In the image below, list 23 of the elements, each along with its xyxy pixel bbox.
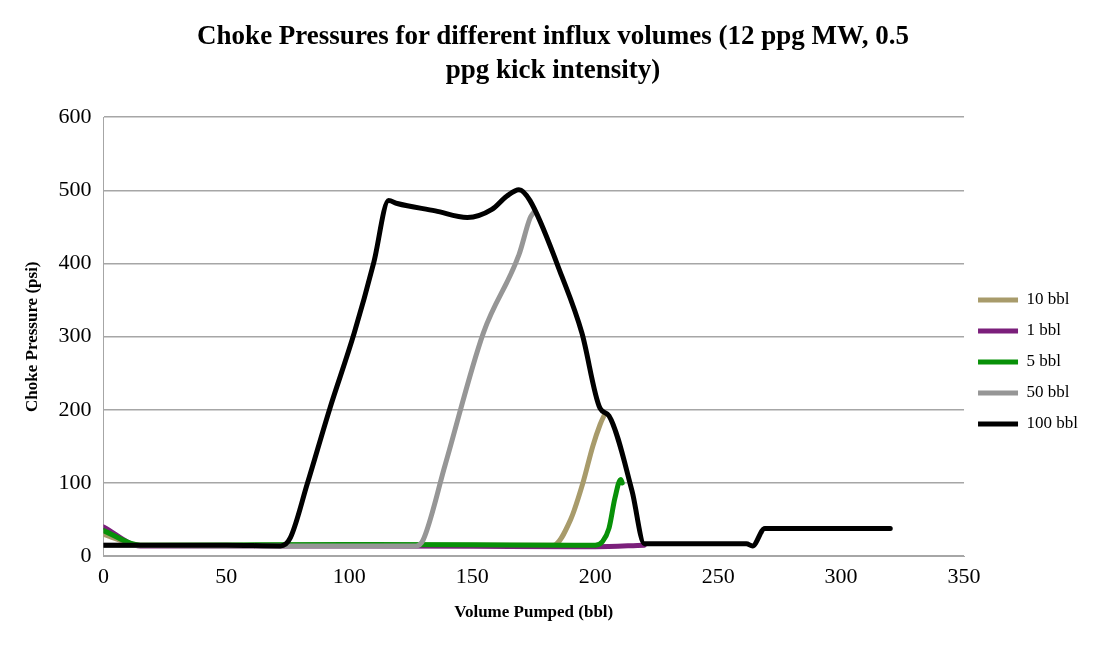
- y-tick-label: 100: [58, 468, 92, 494]
- y-tick-label: 300: [58, 322, 92, 348]
- x-tick-label: 100: [332, 563, 366, 589]
- y-tick-label: 600: [58, 102, 92, 128]
- y-tick-label: 500: [58, 176, 92, 202]
- legend-label: 100 bbl: [1026, 413, 1079, 433]
- y-axis-title: Choke Pressure (psi): [21, 261, 41, 412]
- x-tick-label: 300: [824, 563, 858, 589]
- y-tick-label: 400: [58, 249, 92, 275]
- y-tick-label: 0: [80, 541, 92, 567]
- x-tick-label: 350: [947, 563, 981, 589]
- y-tick-label: 200: [58, 395, 92, 421]
- legend-label: 5 bbl: [1026, 351, 1062, 371]
- x-tick-label: 50: [215, 563, 238, 589]
- x-tick-label: 150: [455, 563, 489, 589]
- x-axis-title: Volume Pumped (bbl): [454, 602, 614, 622]
- chart-title: Choke Pressures for different influx volumes (12 ppg MW, 0.5 ppg kick intensity): [196, 19, 910, 86]
- legend-label: 1 bbl: [1026, 320, 1062, 340]
- legend-label: 50 bbl: [1026, 382, 1070, 402]
- legend-label: 10 bbl: [1026, 289, 1070, 309]
- x-tick-label: 250: [701, 563, 735, 589]
- x-tick-label: 200: [578, 563, 612, 589]
- x-tick-label: 0: [97, 563, 109, 589]
